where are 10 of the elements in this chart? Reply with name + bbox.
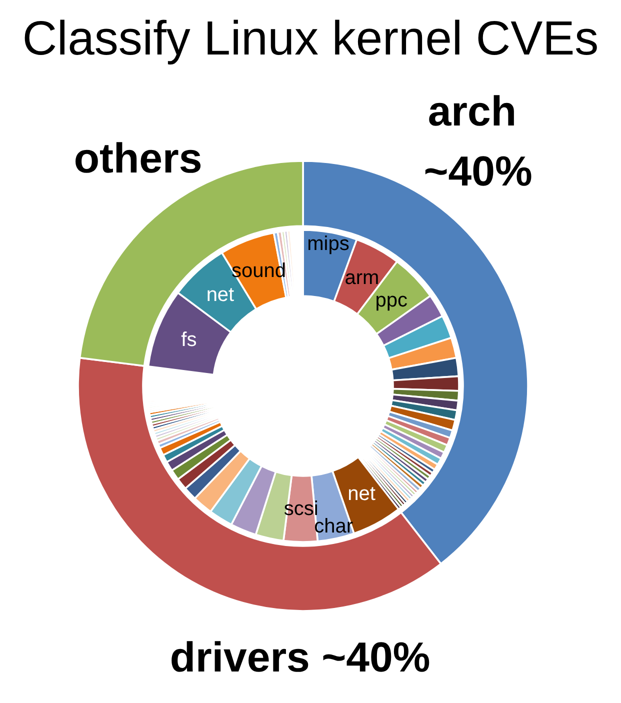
slice-label: net: [206, 284, 235, 306]
slice-label: ppc: [375, 289, 408, 312]
slice-label: arm: [344, 267, 380, 290]
slice-label: fs: [181, 329, 197, 352]
slice-label: arch ~40%: [424, 88, 532, 194]
slice-label: net: [348, 483, 376, 506]
slice-label: others: [74, 134, 202, 182]
slice-label: drivers ~40%: [170, 634, 430, 680]
slice-label: mips: [307, 233, 350, 256]
chart-title: Classify Linux kernel CVEs: [22, 12, 599, 66]
